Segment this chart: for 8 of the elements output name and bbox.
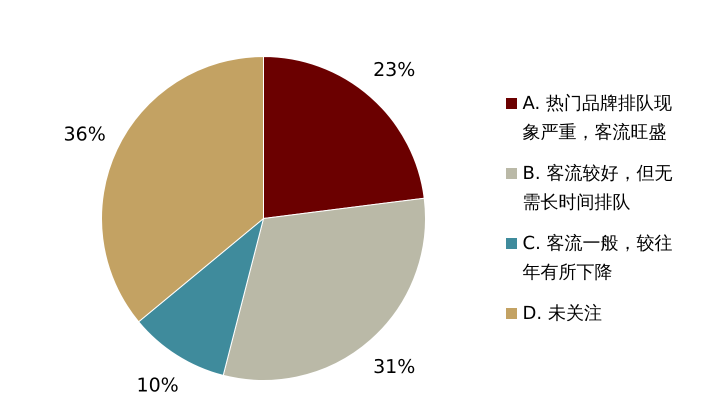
legend-label: C. 客流一般，较往年有所下降 — [522, 233, 673, 283]
data-label: 10% — [136, 374, 179, 396]
legend-label: A. 热门品牌排队现象严重，客流旺盛 — [522, 93, 672, 143]
data-label: 23% — [373, 59, 416, 82]
data-label: 31% — [373, 356, 416, 378]
legend-label: B. 客流较好，但无需长时间排队 — [522, 163, 672, 213]
data-label: 36% — [64, 123, 106, 146]
legend-label: D. 未关注 — [522, 303, 602, 324]
